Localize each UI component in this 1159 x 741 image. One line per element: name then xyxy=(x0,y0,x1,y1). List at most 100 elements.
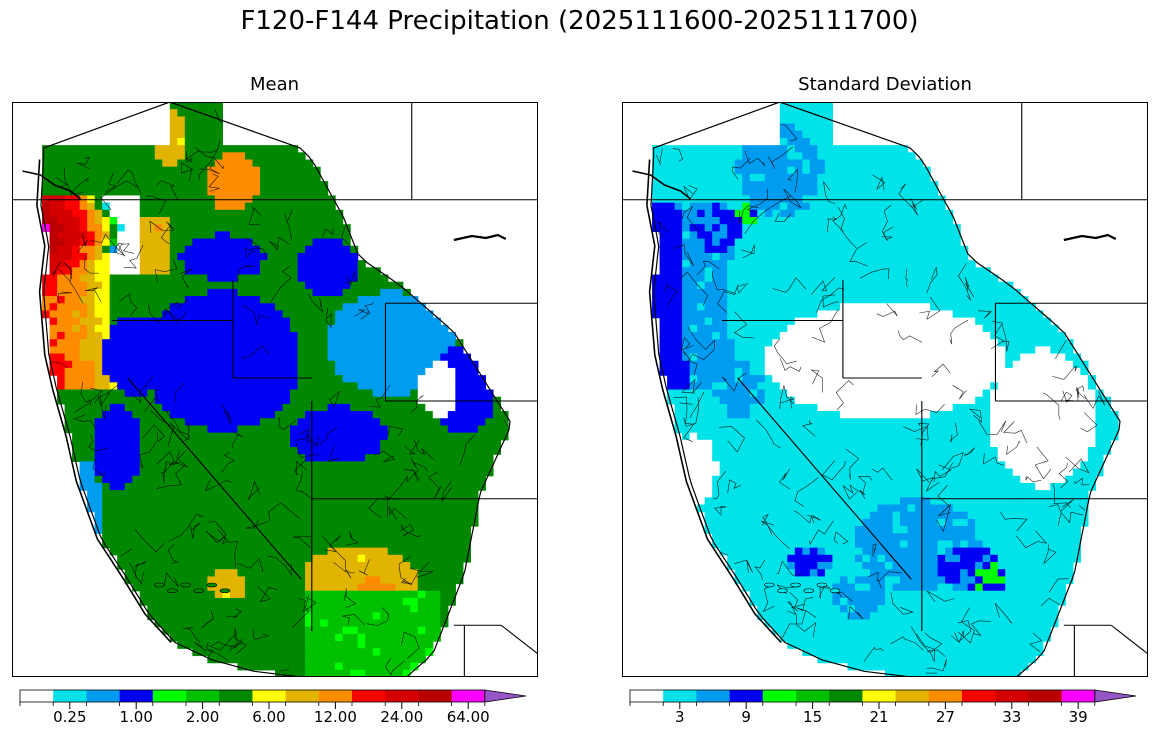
basin-cell xyxy=(64,375,73,383)
basin-cell xyxy=(674,252,683,261)
basin-cell xyxy=(794,296,803,304)
basin-cell xyxy=(214,123,223,132)
basin-cell xyxy=(365,360,374,369)
basin-cell xyxy=(327,382,336,391)
basin-cell xyxy=(259,597,269,606)
basin-cell xyxy=(305,662,314,671)
basin-cell xyxy=(252,597,261,606)
basin-cell xyxy=(659,267,668,276)
basin-cell xyxy=(854,252,864,261)
basin-cell xyxy=(372,583,381,592)
basin-cell xyxy=(839,324,849,333)
basin-cell xyxy=(177,360,186,369)
basin-cell xyxy=(779,324,788,333)
basin-cell xyxy=(282,231,291,240)
basin-cell xyxy=(470,490,479,498)
basin-cell xyxy=(87,468,96,477)
basin-cell xyxy=(764,159,773,168)
basin-cell xyxy=(139,202,148,211)
basin-cell xyxy=(802,310,811,319)
basin-cell xyxy=(72,439,81,448)
basin-cell xyxy=(184,382,193,391)
basin-cell xyxy=(779,317,788,326)
basin-cell xyxy=(335,360,344,369)
basin-cell xyxy=(779,332,788,340)
basin-cell xyxy=(290,159,299,168)
basin-cell xyxy=(380,641,389,649)
basin-cell xyxy=(869,188,879,197)
basin-cell xyxy=(809,238,818,247)
basin-cell xyxy=(244,367,254,376)
basin-cell xyxy=(305,562,314,570)
basin-cell xyxy=(734,209,743,218)
basin-boundary xyxy=(410,458,428,472)
basin-cell xyxy=(937,252,946,261)
basin-cell xyxy=(290,454,299,462)
basin-cell xyxy=(432,583,441,592)
basin-cell xyxy=(357,605,366,613)
basin-cell xyxy=(749,324,758,333)
basin-cell xyxy=(372,619,381,628)
basin-cell xyxy=(305,296,314,304)
basin-cell xyxy=(297,475,306,484)
basin-cell xyxy=(169,612,178,621)
basin-cell xyxy=(87,181,96,189)
basin-cell xyxy=(177,130,186,139)
basin-cell xyxy=(817,116,826,125)
basin-cell xyxy=(184,468,193,477)
basin-cell xyxy=(117,267,126,276)
basin-cell xyxy=(877,267,886,276)
basin-cell xyxy=(335,425,344,434)
basin-cell xyxy=(915,324,924,333)
basin-cell xyxy=(425,475,434,484)
basin-cell xyxy=(267,152,276,161)
basin-cell xyxy=(282,202,291,211)
basin-cell xyxy=(267,511,276,520)
basin-cell xyxy=(462,411,471,419)
basin-cell xyxy=(712,317,721,326)
basin-cell xyxy=(847,324,856,333)
basin-cell xyxy=(124,303,133,312)
basin-cell xyxy=(214,274,223,283)
basin-cell xyxy=(417,324,426,333)
basin-cell xyxy=(192,511,201,520)
basin-cell xyxy=(719,209,728,218)
basin-cell xyxy=(207,145,216,153)
basin-cell xyxy=(357,569,366,577)
basin-cell xyxy=(192,403,201,412)
basin-cell xyxy=(132,418,141,427)
basin-cell xyxy=(350,425,359,434)
basin-cell xyxy=(674,353,683,362)
basin-cell xyxy=(742,181,751,189)
basin-cell xyxy=(207,123,216,132)
basin-cell xyxy=(237,425,246,434)
basin-cell xyxy=(447,518,456,527)
basin-cell xyxy=(357,518,366,527)
basin-cell xyxy=(357,375,366,383)
basin-cell xyxy=(380,382,389,391)
basin-cell xyxy=(229,461,239,470)
basin-cell xyxy=(907,296,916,304)
basin-cell xyxy=(712,231,721,240)
basin-cell xyxy=(312,181,321,189)
basin-cell xyxy=(960,288,969,297)
basin-cell xyxy=(229,303,239,312)
basin-cell xyxy=(169,267,178,276)
basin-cell xyxy=(417,360,426,369)
basin-cell xyxy=(229,418,239,427)
basin-cell xyxy=(229,511,239,520)
basin-cell xyxy=(922,310,931,319)
basin-cell xyxy=(320,353,329,362)
basin-cell xyxy=(154,396,163,405)
basin-cell xyxy=(147,403,156,412)
basin-cell xyxy=(967,310,976,319)
basin-cell xyxy=(712,296,721,304)
basin-cell xyxy=(94,339,103,347)
basin-cell xyxy=(372,547,381,556)
basin-cell xyxy=(312,447,321,455)
basin-cell xyxy=(342,375,351,383)
basin-cell xyxy=(772,281,781,290)
basin-cell xyxy=(124,296,133,304)
basin-cell xyxy=(305,475,314,484)
basin-cell xyxy=(410,303,419,312)
